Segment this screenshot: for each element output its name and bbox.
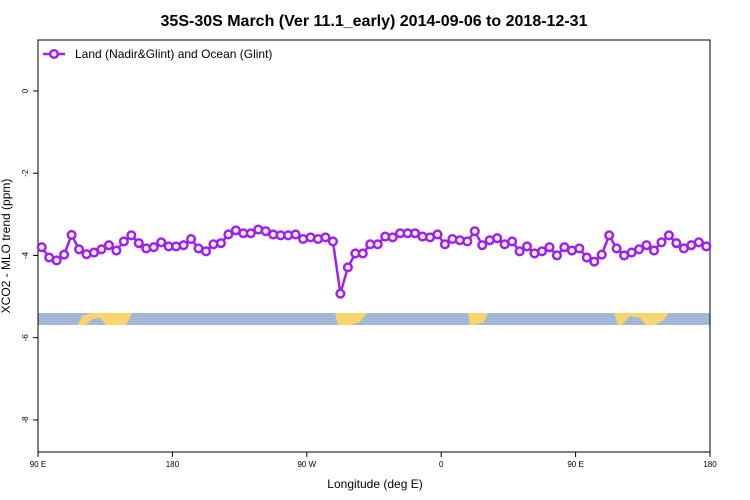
- point: [118, 236, 129, 247]
- x-tick-label: 90 E: [567, 460, 583, 469]
- point: [96, 244, 107, 255]
- point: [634, 244, 645, 255]
- point: [36, 242, 47, 253]
- point: [656, 237, 667, 248]
- point: [111, 245, 122, 256]
- point: [701, 241, 712, 252]
- legend-label: Land (Nadir&Glint) and Ocean (Glint): [75, 47, 272, 61]
- point: [604, 230, 615, 241]
- y-tick-label: -6: [21, 334, 30, 342]
- point: [342, 262, 353, 273]
- point: [74, 244, 85, 255]
- point: [671, 238, 682, 249]
- point: [589, 256, 600, 267]
- point: [492, 233, 503, 244]
- x-tick-label: 90 E: [30, 460, 46, 469]
- point: [544, 242, 555, 253]
- point: [335, 288, 346, 299]
- point: [477, 240, 488, 251]
- point: [648, 245, 660, 256]
- point: [551, 250, 562, 261]
- y-tick-label: -4: [21, 251, 30, 259]
- chart-title: 35S-30S March (Ver 11.1_early) 2014-09-0…: [161, 13, 588, 30]
- point: [178, 240, 189, 251]
- point: [357, 248, 368, 259]
- y-tick-label: -2: [21, 169, 30, 177]
- y-tick-label: -8: [21, 416, 30, 424]
- point: [223, 229, 234, 240]
- point: [245, 228, 256, 239]
- point: [327, 236, 338, 247]
- point: [536, 246, 548, 257]
- point: [186, 233, 197, 245]
- point: [432, 229, 443, 240]
- point: [574, 243, 585, 254]
- point: [507, 236, 518, 247]
- x-tick-label: 180: [166, 460, 180, 469]
- point: [59, 249, 70, 260]
- point: [66, 229, 77, 240]
- point: [126, 230, 137, 241]
- y-axis-label: XCO2 - MLO trend (ppm): [0, 179, 13, 314]
- point: [133, 238, 144, 249]
- point: [469, 226, 480, 237]
- point: [215, 238, 226, 249]
- point: [596, 249, 607, 260]
- point: [103, 240, 114, 251]
- y-tick-label: 0: [21, 88, 30, 93]
- point: [372, 239, 383, 250]
- point: [320, 232, 331, 243]
- point: [148, 242, 159, 253]
- point: [581, 252, 592, 263]
- point: [514, 246, 525, 257]
- point: [200, 246, 212, 257]
- x-tick-label: 0: [439, 460, 444, 469]
- x-axis-label: Longitude (deg E): [327, 477, 422, 491]
- point: [290, 229, 301, 240]
- point: [693, 237, 704, 248]
- point: [462, 236, 473, 247]
- legend-marker: [48, 48, 60, 60]
- point: [51, 255, 62, 266]
- point: [387, 232, 398, 243]
- point: [663, 230, 674, 241]
- x-tick-label: 180: [703, 460, 717, 469]
- point: [641, 240, 652, 251]
- point: [156, 237, 167, 248]
- x-tick-label: 90 W: [297, 460, 316, 469]
- point: [611, 243, 622, 254]
- point: [522, 241, 533, 252]
- land-ocean-strip: [38, 313, 710, 325]
- point: [439, 239, 450, 250]
